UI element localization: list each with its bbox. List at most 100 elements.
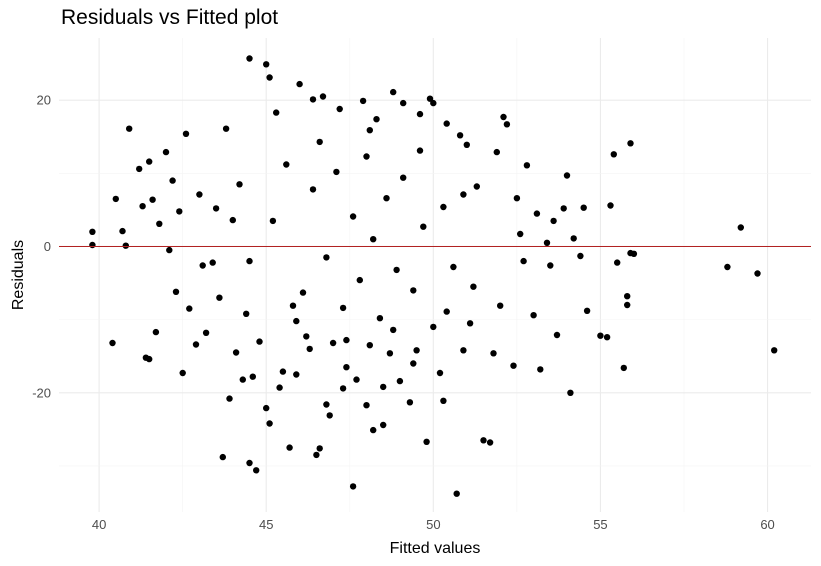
data-points — [89, 55, 778, 497]
x-axis-title: Fitted values — [390, 540, 481, 557]
data-point — [500, 113, 507, 121]
data-point — [410, 287, 417, 294]
data-point — [349, 213, 357, 220]
data-point — [380, 383, 387, 391]
gridlines — [59, 38, 811, 512]
data-point — [339, 385, 347, 392]
data-point — [236, 181, 243, 188]
x-tick-label: 50 — [426, 517, 440, 532]
data-point — [343, 364, 350, 371]
data-point — [610, 151, 617, 158]
data-point — [390, 326, 397, 334]
data-point — [216, 294, 223, 301]
data-point — [219, 453, 226, 461]
data-point — [456, 132, 464, 139]
data-point — [339, 304, 347, 312]
data-point — [303, 333, 310, 340]
data-point — [470, 283, 477, 290]
data-point — [724, 263, 731, 271]
data-point — [366, 342, 373, 349]
data-point — [336, 105, 343, 113]
data-point — [453, 490, 460, 497]
data-point — [296, 80, 303, 88]
data-point — [316, 445, 323, 452]
x-tick-label: 40 — [92, 517, 106, 532]
data-point — [316, 138, 323, 146]
y-tick-label: 20 — [37, 93, 51, 108]
data-point — [416, 110, 424, 118]
data-point — [413, 347, 420, 354]
data-point — [263, 61, 270, 68]
data-point — [426, 95, 434, 102]
data-point — [583, 307, 591, 314]
data-point — [199, 262, 206, 269]
data-point — [386, 350, 394, 357]
data-point — [326, 412, 333, 419]
data-point — [359, 97, 367, 105]
data-point — [306, 345, 313, 353]
data-point — [202, 329, 210, 336]
data-point — [370, 426, 377, 434]
data-point — [463, 141, 470, 148]
data-point — [624, 293, 631, 300]
data-point — [196, 191, 203, 198]
data-point — [624, 301, 631, 309]
data-point — [396, 377, 404, 385]
data-point — [390, 88, 397, 96]
data-point — [493, 148, 500, 156]
data-point — [533, 210, 541, 217]
data-point — [580, 204, 587, 211]
data-point — [162, 148, 170, 156]
data-point — [119, 227, 126, 235]
data-point — [560, 205, 567, 212]
data-point — [430, 99, 437, 107]
data-point — [400, 174, 407, 181]
data-point — [243, 310, 250, 317]
data-point — [266, 74, 273, 81]
chart-title: Residuals vs Fitted plot — [61, 6, 279, 29]
data-point — [192, 341, 200, 348]
data-point — [152, 328, 160, 336]
data-point — [503, 121, 511, 128]
data-point — [246, 257, 253, 265]
data-point — [443, 120, 450, 127]
data-point — [289, 302, 297, 309]
data-point — [363, 153, 370, 160]
data-point — [246, 55, 253, 62]
data-point — [229, 216, 236, 224]
data-point — [510, 362, 517, 369]
data-point — [172, 288, 180, 295]
data-point — [323, 401, 330, 408]
data-point — [473, 183, 480, 190]
data-point — [256, 338, 263, 345]
data-point — [440, 397, 447, 404]
data-point — [136, 165, 143, 173]
data-point — [550, 217, 557, 225]
data-point — [370, 236, 377, 243]
data-point — [627, 140, 634, 147]
data-point — [349, 483, 357, 490]
data-point — [553, 331, 561, 339]
data-point — [754, 270, 761, 277]
data-point — [567, 389, 574, 396]
data-point — [269, 217, 277, 225]
y-axis-title: Residuals — [10, 240, 27, 310]
data-point — [149, 196, 156, 203]
data-point — [146, 355, 153, 363]
data-point — [249, 373, 256, 380]
data-point — [212, 205, 220, 212]
y-axis-tick-labels: -20 0 20 — [32, 93, 51, 401]
data-point — [537, 366, 544, 373]
x-tick-label: 60 — [760, 517, 774, 532]
data-point — [517, 230, 524, 238]
data-point — [266, 420, 273, 427]
data-point — [393, 266, 400, 274]
data-point — [577, 252, 584, 260]
data-point — [226, 395, 233, 402]
data-point — [523, 162, 531, 169]
data-point — [122, 242, 129, 249]
data-point — [630, 250, 638, 257]
data-point — [450, 263, 457, 271]
data-point — [480, 437, 487, 444]
data-point — [607, 202, 614, 209]
